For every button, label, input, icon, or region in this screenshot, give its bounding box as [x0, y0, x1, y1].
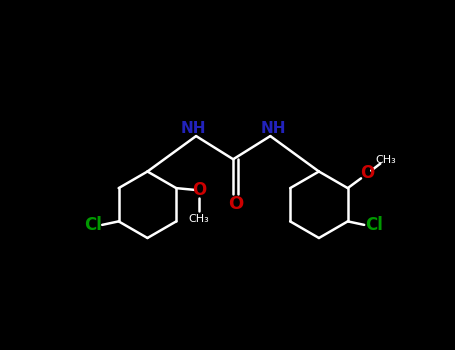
Text: Cl: Cl [365, 216, 383, 234]
Text: O: O [228, 195, 243, 213]
Text: NH: NH [181, 121, 206, 136]
Text: CH₃: CH₃ [375, 155, 396, 165]
Text: O: O [192, 181, 206, 199]
Text: Cl: Cl [84, 216, 101, 234]
Text: NH: NH [260, 121, 286, 136]
Text: CH₃: CH₃ [189, 214, 209, 224]
Text: O: O [360, 164, 374, 182]
